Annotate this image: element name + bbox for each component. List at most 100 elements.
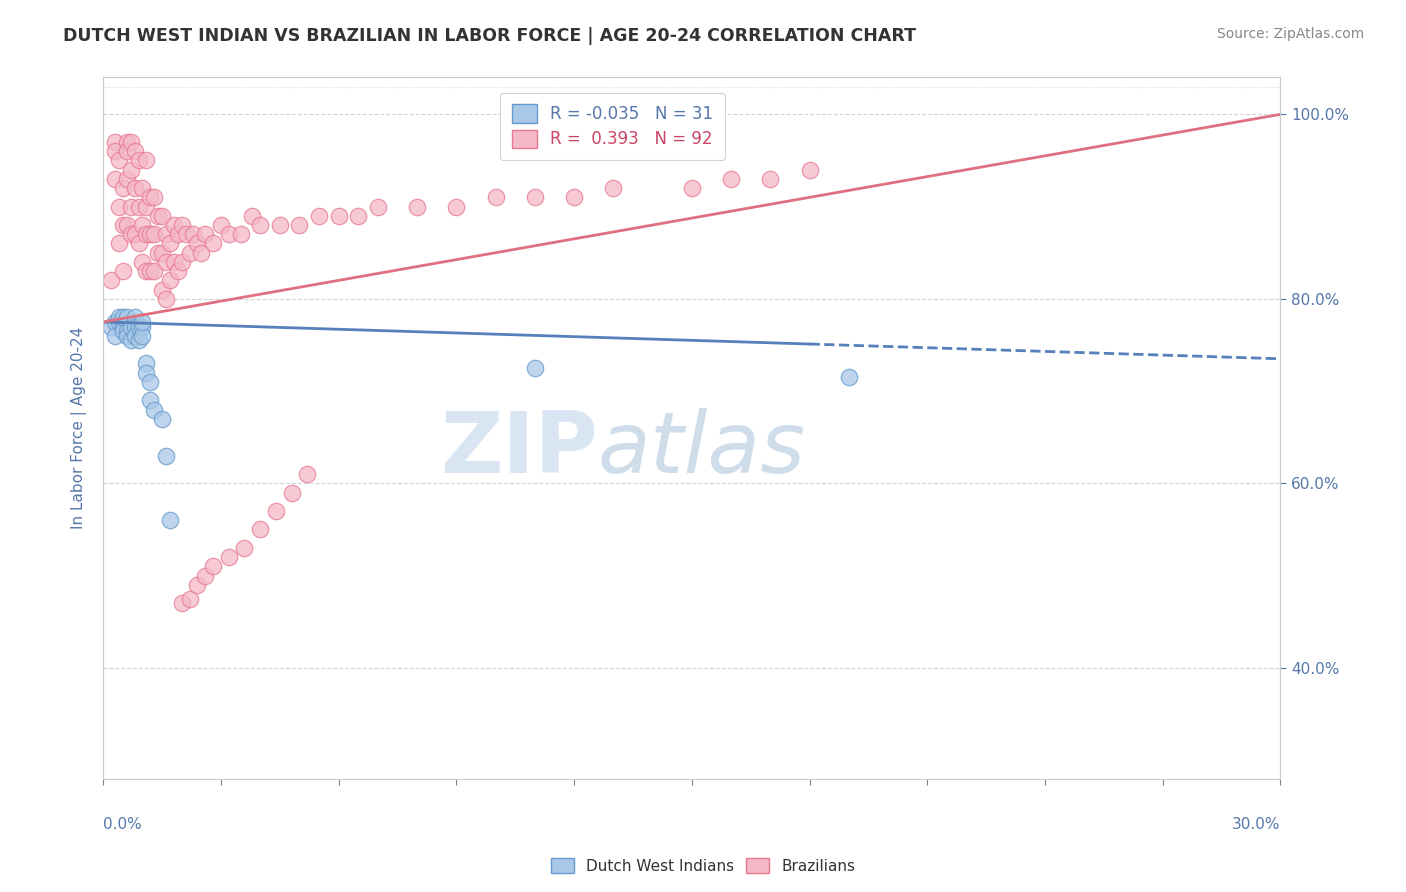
- Point: [150, 245, 173, 260]
- Point: [124, 319, 146, 334]
- Point: [163, 218, 186, 232]
- Point: [139, 227, 162, 242]
- Point: [111, 181, 134, 195]
- Point: [108, 200, 131, 214]
- Point: [759, 172, 782, 186]
- Point: [111, 319, 134, 334]
- Point: [104, 145, 127, 159]
- Point: [115, 328, 138, 343]
- Point: [202, 236, 225, 251]
- Point: [115, 172, 138, 186]
- Point: [190, 245, 212, 260]
- Text: atlas: atlas: [598, 408, 806, 491]
- Point: [155, 292, 177, 306]
- Point: [347, 209, 370, 223]
- Point: [139, 393, 162, 408]
- Point: [218, 227, 240, 242]
- Point: [150, 283, 173, 297]
- Point: [269, 218, 291, 232]
- Point: [131, 315, 153, 329]
- Point: [108, 236, 131, 251]
- Point: [115, 324, 138, 338]
- Point: [128, 319, 150, 334]
- Point: [143, 402, 166, 417]
- Point: [104, 315, 127, 329]
- Point: [166, 264, 188, 278]
- Point: [249, 523, 271, 537]
- Point: [159, 513, 181, 527]
- Point: [484, 190, 506, 204]
- Point: [209, 218, 232, 232]
- Point: [124, 227, 146, 242]
- Text: Source: ZipAtlas.com: Source: ZipAtlas.com: [1216, 27, 1364, 41]
- Point: [523, 190, 546, 204]
- Point: [143, 264, 166, 278]
- Point: [120, 227, 142, 242]
- Point: [166, 227, 188, 242]
- Legend: R = -0.035   N = 31, R =  0.393   N = 92: R = -0.035 N = 31, R = 0.393 N = 92: [501, 93, 725, 161]
- Point: [128, 236, 150, 251]
- Point: [143, 190, 166, 204]
- Point: [183, 227, 205, 242]
- Point: [128, 200, 150, 214]
- Point: [115, 145, 138, 159]
- Point: [150, 411, 173, 425]
- Y-axis label: In Labor Force | Age 20-24: In Labor Force | Age 20-24: [72, 326, 87, 529]
- Point: [240, 209, 263, 223]
- Point: [139, 264, 162, 278]
- Point: [202, 559, 225, 574]
- Point: [131, 319, 153, 334]
- Text: 30.0%: 30.0%: [1232, 817, 1281, 832]
- Point: [108, 310, 131, 325]
- Point: [120, 162, 142, 177]
- Point: [120, 200, 142, 214]
- Point: [128, 334, 150, 348]
- Point: [155, 227, 177, 242]
- Point: [111, 264, 134, 278]
- Point: [115, 310, 138, 325]
- Point: [186, 236, 208, 251]
- Point: [104, 172, 127, 186]
- Point: [170, 218, 193, 232]
- Point: [367, 200, 389, 214]
- Point: [233, 541, 256, 555]
- Point: [194, 227, 217, 242]
- Point: [111, 218, 134, 232]
- Point: [146, 209, 169, 223]
- Point: [139, 190, 162, 204]
- Point: [799, 162, 821, 177]
- Point: [104, 135, 127, 149]
- Point: [297, 467, 319, 482]
- Point: [135, 366, 157, 380]
- Point: [115, 135, 138, 149]
- Point: [100, 273, 122, 287]
- Point: [135, 227, 157, 242]
- Point: [308, 209, 330, 223]
- Point: [681, 181, 703, 195]
- Point: [249, 218, 271, 232]
- Point: [179, 245, 201, 260]
- Point: [111, 310, 134, 325]
- Point: [562, 190, 585, 204]
- Point: [124, 145, 146, 159]
- Point: [146, 245, 169, 260]
- Point: [131, 328, 153, 343]
- Point: [170, 596, 193, 610]
- Point: [159, 236, 181, 251]
- Point: [163, 255, 186, 269]
- Point: [131, 218, 153, 232]
- Point: [155, 255, 177, 269]
- Point: [128, 153, 150, 168]
- Point: [328, 209, 350, 223]
- Point: [179, 591, 201, 606]
- Point: [602, 181, 624, 195]
- Point: [131, 181, 153, 195]
- Point: [108, 315, 131, 329]
- Point: [124, 328, 146, 343]
- Point: [120, 319, 142, 334]
- Point: [159, 273, 181, 287]
- Point: [174, 227, 197, 242]
- Point: [229, 227, 252, 242]
- Point: [170, 255, 193, 269]
- Point: [111, 324, 134, 338]
